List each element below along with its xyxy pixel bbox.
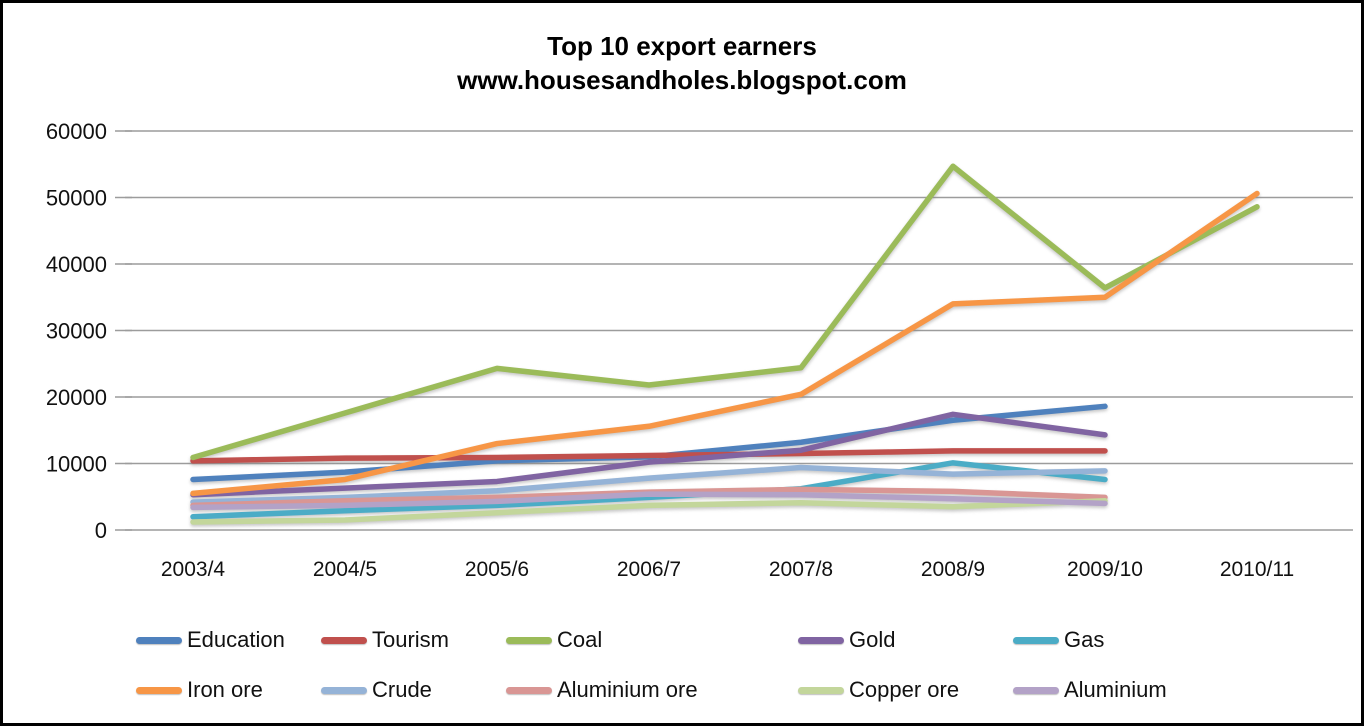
legend-item-aluminium-ore: Aluminium ore [506,677,698,703]
line-chart: 0 10000 20000 30000 40000 50000 60000 2003/4 200… [46,119,1353,581]
x-tick-label: 2008/9 [921,558,985,581]
legend-swatch-icon [798,686,844,694]
legend-item-gold: Gold [798,627,895,653]
x-tick-label: 2005/6 [465,558,529,581]
legend-swatch-icon [136,636,182,644]
x-tick-label: 2009/10 [1067,558,1143,581]
series-line-crude [190,464,1108,505]
legend-swatch-icon [1013,636,1059,644]
chart-title-block: Top 10 export earners www.housesandholes… [3,29,1361,97]
series-line-tourism [190,448,1108,464]
legend-label: Education [187,627,285,652]
legend-item-aluminium: Aluminium [1013,677,1167,703]
x-tick-label: 2007/8 [769,558,833,581]
legend-label: Iron ore [187,677,263,702]
legend-label: Crude [372,677,432,702]
legend-item-iron-ore: Iron ore [136,677,263,703]
y-tick-label: 20000 [46,385,107,410]
legend-item-tourism: Tourism [321,627,449,653]
y-tick-label: 0 [95,518,107,543]
series-line-aluminium [190,491,1108,511]
legend-item-copper-ore: Copper ore [798,677,959,703]
series-line-gold [190,411,1108,498]
legend-label: Copper ore [849,677,960,702]
legend-label: Aluminium [1064,677,1167,702]
series-line-gas [190,460,1108,520]
legend-swatch-icon [321,636,367,644]
series-line-copper-ore [190,497,1108,525]
x-tick-label: 2010/11 [1220,558,1294,581]
legend-swatch-icon [321,686,367,694]
legend-item-education: Education [136,627,285,653]
legend-label: Tourism [372,627,450,652]
series-lines [190,163,1260,525]
legend-swatch-icon [1013,686,1059,694]
series-line-iron-ore [190,190,1260,497]
chart-subtitle-url: www.housesandholes.blogspot.com [457,65,907,95]
y-tick-label: 10000 [46,452,107,477]
y-tick-label: 60000 [46,119,107,144]
x-tick-label: 2003/4 [161,558,226,581]
chart-title: Top 10 export earners [547,31,817,61]
x-tick-label: 2004/5 [313,558,377,581]
y-tick-label: 30000 [46,319,107,344]
legend-swatch-icon [506,686,552,694]
legend-item-coal: Coal [506,627,602,653]
legend-swatch-icon [798,636,844,644]
x-tick-label: 2006/7 [617,558,681,581]
legend-swatch-icon [136,686,182,694]
series-line-coal [190,163,1260,461]
legend-swatch-icon [506,636,552,644]
legend-label: Gold [849,627,896,652]
legend-label: Gas [1064,627,1105,652]
legend-item-gas: Gas [1013,627,1104,653]
legend-label: Aluminium ore [557,677,698,702]
y-tick-label: 40000 [46,252,107,277]
y-tick-label: 50000 [46,186,107,211]
legend-label: Coal [557,627,603,652]
legend-item-crude: Crude [321,677,432,703]
